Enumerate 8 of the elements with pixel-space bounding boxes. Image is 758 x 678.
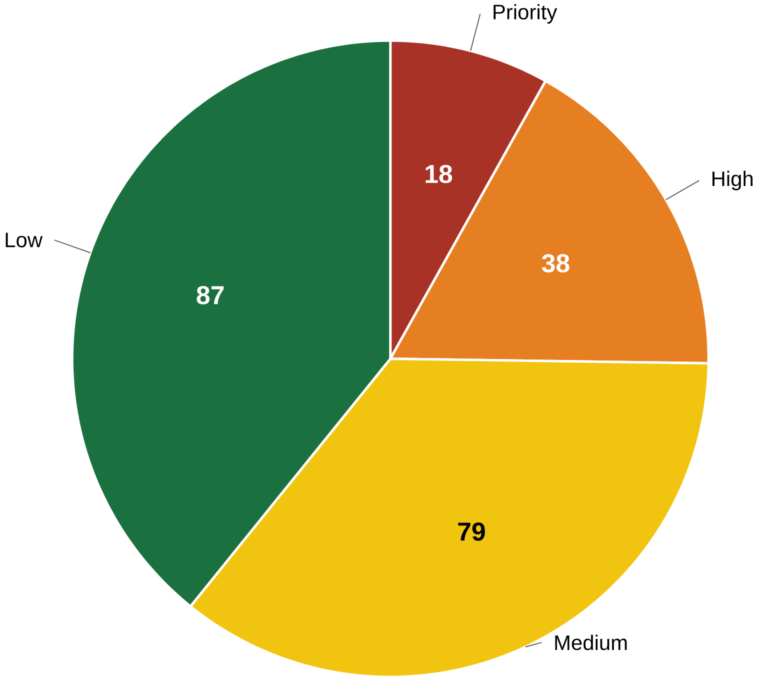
- data-label: 18: [426, 164, 452, 184]
- data-label: 79: [458, 522, 485, 541]
- data-label: 87: [196, 286, 224, 304]
- data-label: 38: [542, 254, 570, 272]
- slice-label: High: [712, 170, 753, 190]
- slice-label: Low: [6, 232, 43, 248]
- slice-label: Priority: [494, 4, 558, 24]
- slice-label: Medium: [555, 634, 627, 650]
